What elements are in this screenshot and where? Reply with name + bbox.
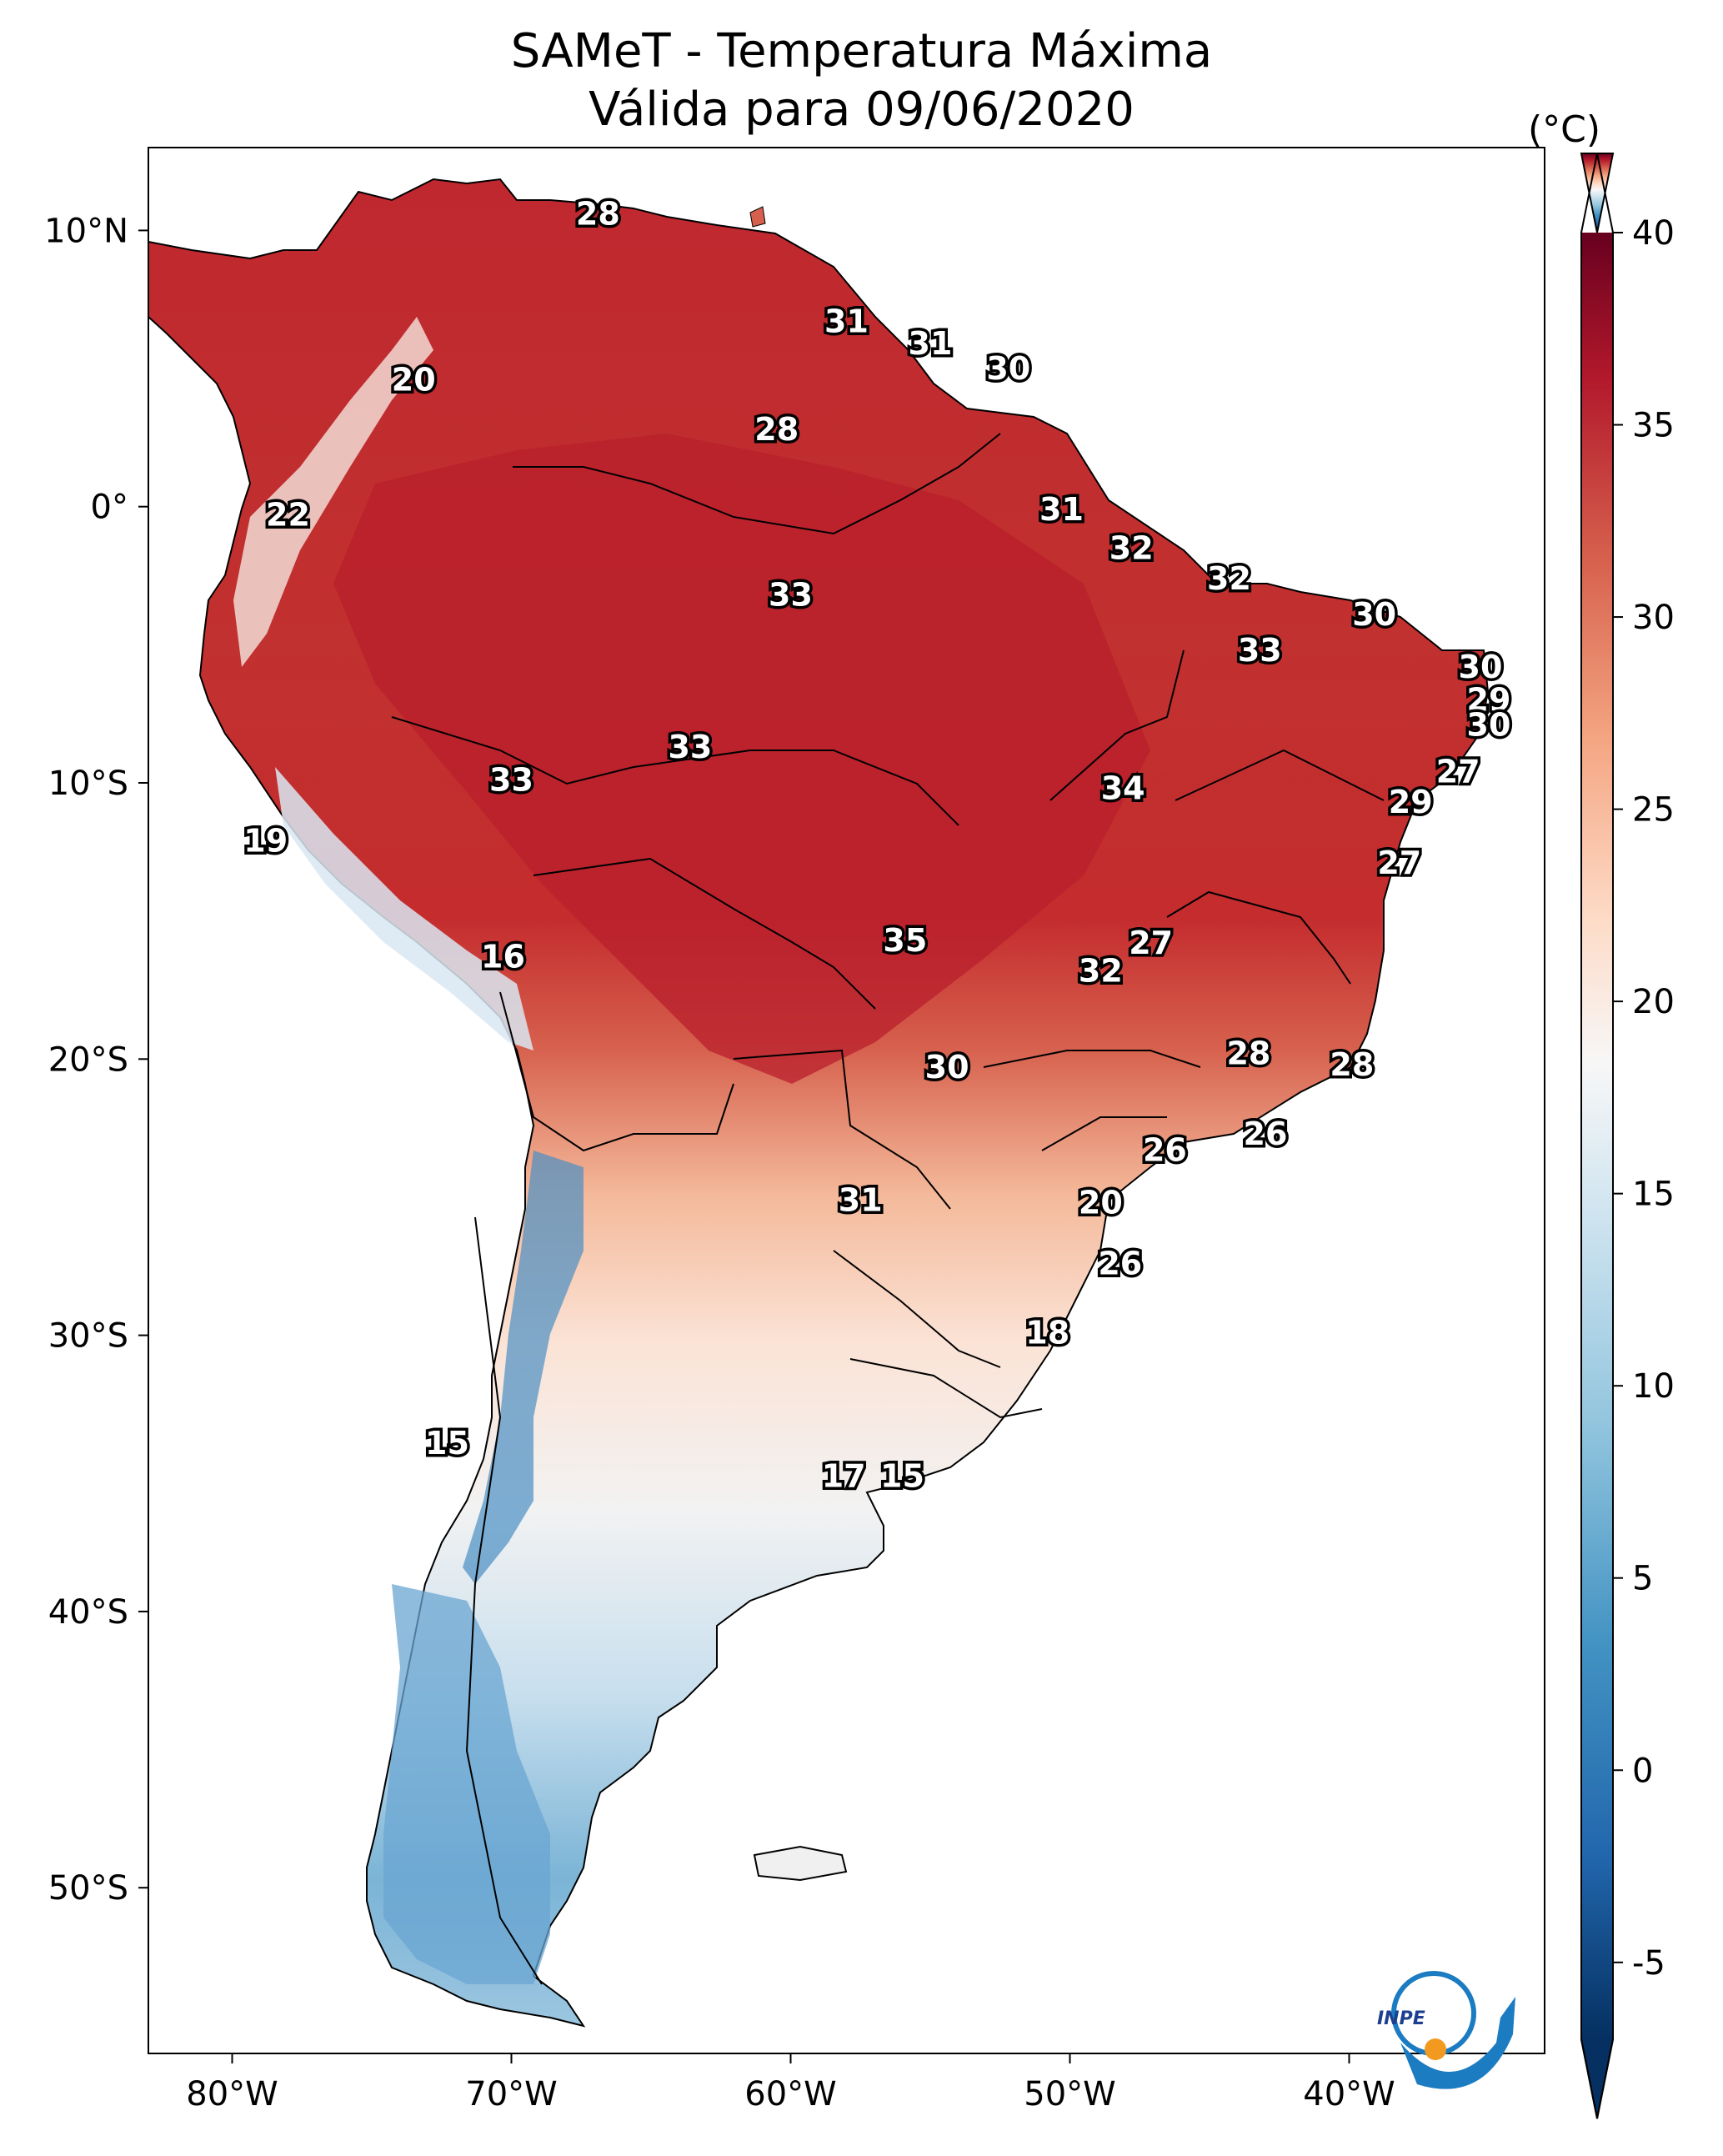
contour-label: 17 (822, 1458, 866, 1495)
falkland-islands (753, 1845, 848, 1882)
map-title: SAMeT - Temperatura Máxima (510, 24, 1213, 78)
contour-label: 20 (392, 361, 436, 398)
y-tick-label: 10°S (48, 765, 128, 803)
contour-label: 20 (1079, 1185, 1123, 1221)
inpe-logo: INPE (1377, 1971, 1515, 2089)
colorbar-tick-label: 10 (1632, 1367, 1675, 1406)
contour-label: 15 (425, 1425, 469, 1462)
colorbar-outline (1580, 153, 1614, 2119)
colorbar-tick-label: 20 (1632, 983, 1675, 1021)
logo-text: INPE (1377, 2008, 1425, 2029)
y-tick-label: 30°S (48, 1317, 128, 1356)
colorbar-tick-label: 25 (1632, 791, 1675, 830)
contour-label: 19 (243, 823, 288, 860)
contour-label: 28 (1330, 1046, 1374, 1083)
colorbar-tick-label: 15 (1632, 1176, 1675, 1214)
contour-label: 31 (909, 325, 953, 362)
land-layer (148, 178, 1490, 2028)
contour-label: 29 (1389, 784, 1433, 820)
map-subtitle: Válida para 09/06/2020 (589, 83, 1134, 137)
contour-label: 33 (769, 577, 813, 614)
x-tick-label: 70°W (465, 2075, 557, 2113)
y-tick-label: 10°N (44, 212, 128, 250)
contour-label: 27 (1436, 754, 1480, 790)
contour-label: 32 (1207, 560, 1251, 597)
contour-label: 26 (1244, 1116, 1288, 1152)
andes-cold-region (463, 1151, 584, 1584)
colorbar-bar (1580, 153, 1615, 233)
contour-label: 30 (1467, 706, 1511, 743)
contour-label: 35 (883, 922, 927, 959)
contour-label: 33 (489, 762, 533, 799)
andes-north-cool-region (233, 317, 433, 667)
y-tick-label: 20°S (48, 1040, 128, 1079)
colorbar-ticks: 40 35 30 25 20 15 10 5 0 -5 (1613, 214, 1675, 1983)
x-tick-label: 60°W (744, 2075, 836, 2113)
contour-label: 30 (925, 1049, 969, 1086)
contour-label: 26 (1143, 1132, 1187, 1169)
y-tick-label: 0° (91, 489, 128, 527)
x-axis: 80°W 70°W 60°W 50°W 40°W (186, 2053, 1395, 2113)
contour-label: 29 (1467, 682, 1511, 719)
contour-label: 33 (1238, 632, 1282, 669)
y-tick-label: 50°S (48, 1869, 128, 1908)
colorbar-body (1581, 233, 1613, 2039)
contour-label: 30 (1459, 649, 1503, 685)
amazon-hot-region (333, 434, 1150, 1084)
country-borders (391, 433, 1385, 1985)
contour-label: 28 (754, 411, 799, 448)
contour-label: 32 (1079, 952, 1123, 989)
contour-label: 34 (1101, 770, 1145, 807)
contour-label: 28 (1226, 1035, 1270, 1072)
contour-label: 30 (986, 350, 1030, 387)
colorbar-tick-label: -5 (1632, 1944, 1665, 1983)
contour-label: 26 (1098, 1245, 1142, 1281)
x-tick-label: 40°W (1303, 2075, 1395, 2113)
patagonia-cold-region (383, 1584, 550, 1984)
trinidad-island (749, 206, 766, 228)
contour-label: 22 (266, 497, 310, 534)
x-tick-label: 80°W (186, 2075, 278, 2113)
colorbar-tick-label: 0 (1632, 1752, 1653, 1790)
colorbar-unit: (°C) (1528, 108, 1601, 151)
colorbar-tick-label: 40 (1632, 214, 1675, 253)
y-tick-label: 40°S (48, 1593, 128, 1632)
contour-label: 18 (1025, 1314, 1069, 1351)
contour-label: 15 (880, 1458, 924, 1495)
map-frame (148, 147, 1545, 2054)
contour-label: 31 (824, 303, 869, 340)
x-tick-label: 50°W (1024, 2075, 1115, 2113)
y-axis: 10°N 0° 10°S 20°S 30°S 40°S 50°S (44, 212, 148, 1908)
contour-label: 31 (1039, 491, 1084, 528)
contour-label: 30 (1352, 596, 1396, 633)
contour-label: 28 (576, 196, 620, 233)
logo-sun (1425, 2038, 1446, 2060)
logo-swoosh (1400, 1997, 1515, 2089)
contour-label: 16 (481, 939, 525, 975)
contour-label: 32 (1109, 529, 1154, 566)
colorbar-tick-label: 30 (1632, 599, 1675, 637)
colorbar: 40 35 30 25 20 15 10 5 0 -5 (1580, 153, 1675, 2119)
colorbar-bottom-extension (1580, 2038, 1614, 2119)
contour-label: 27 (1377, 845, 1421, 881)
contour-label: 33 (668, 729, 712, 765)
colorbar-tick-label: 5 (1632, 1560, 1653, 1598)
contour-label: 31 (839, 1181, 883, 1218)
colorbar-tick-label: 35 (1632, 407, 1675, 445)
peru-coast-cool-region (275, 767, 533, 1050)
contour-label: 27 (1129, 925, 1173, 961)
